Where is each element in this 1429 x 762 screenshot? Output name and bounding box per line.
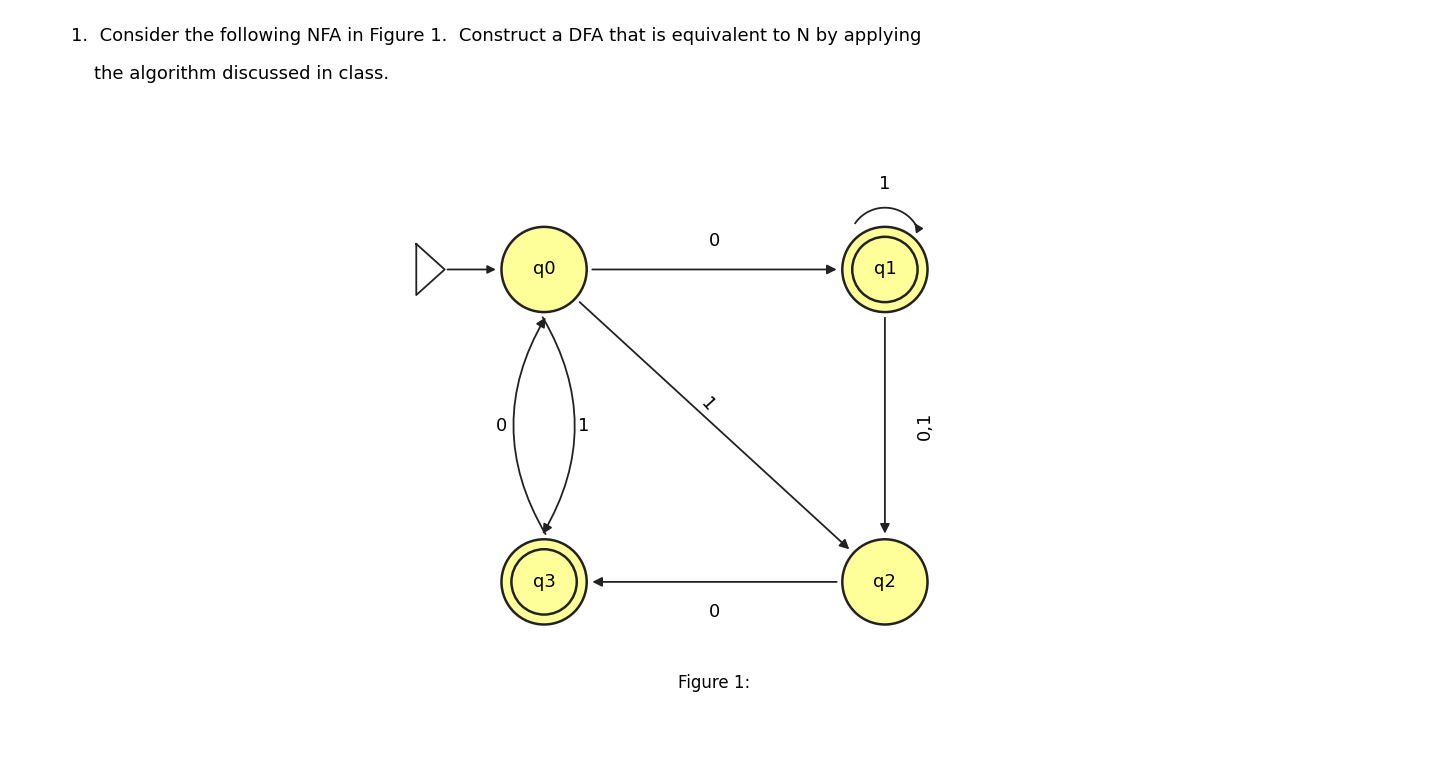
Circle shape <box>842 539 927 625</box>
Text: the algorithm discussed in class.: the algorithm discussed in class. <box>71 65 390 83</box>
Text: 0: 0 <box>709 604 720 621</box>
Circle shape <box>842 227 927 312</box>
Circle shape <box>502 227 587 312</box>
Text: 0,1: 0,1 <box>916 411 935 440</box>
Text: q2: q2 <box>873 573 896 591</box>
Text: 0: 0 <box>496 417 507 434</box>
Text: 1.  Consider the following NFA in Figure 1.  Construct a DFA that is equivalent : 1. Consider the following NFA in Figure … <box>71 27 922 45</box>
Circle shape <box>502 539 587 625</box>
Text: q3: q3 <box>533 573 556 591</box>
Text: q0: q0 <box>533 261 556 278</box>
Text: 1: 1 <box>579 417 590 434</box>
Text: 1: 1 <box>879 175 890 194</box>
Text: Figure 1:: Figure 1: <box>679 674 750 692</box>
Text: 0: 0 <box>709 232 720 250</box>
Text: 1: 1 <box>697 394 717 415</box>
Text: q1: q1 <box>873 261 896 278</box>
